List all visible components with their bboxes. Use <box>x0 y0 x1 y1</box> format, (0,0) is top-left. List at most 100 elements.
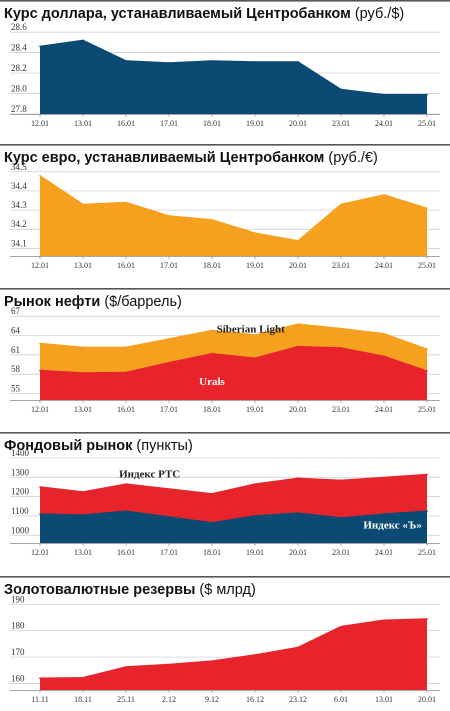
y-tick-label: 34.2 <box>11 219 27 229</box>
x-tick-label: 16.12 <box>246 695 264 704</box>
data-point <box>297 512 299 514</box>
y-tick-label: 190 <box>11 594 25 604</box>
data-point <box>254 232 256 234</box>
y-tick-label: 28.6 <box>11 22 27 32</box>
y-tick-label: 67 <box>11 306 21 316</box>
chart-panel-3: Рынок нефти ($/баррель) 55 58 61 64 67 12.01 13… <box>0 288 450 414</box>
series-area-1 <box>40 175 427 256</box>
x-tick-label: 20.01 <box>289 261 307 270</box>
x-tick-label: 23.01 <box>332 405 350 414</box>
chart-title-unit: (пункты) <box>132 438 192 454</box>
series-label: Индекс РТС <box>119 468 180 480</box>
series-area-1 <box>40 618 427 690</box>
y-tick-label: 180 <box>11 621 25 631</box>
data-point <box>383 619 385 621</box>
series-label: Индекс «Ъ» <box>363 520 421 532</box>
data-point <box>426 207 428 209</box>
y-tick-label: 170 <box>11 647 25 657</box>
data-point <box>340 625 342 628</box>
data-point <box>426 93 428 96</box>
y-tick-label: 34.1 <box>11 238 27 248</box>
x-tick-label: 25.01 <box>418 548 436 557</box>
y-tick-label: 1400 <box>11 448 30 458</box>
series-label: Urals <box>199 376 225 388</box>
data-point <box>82 372 84 374</box>
chart-title-main: Рынок нефти <box>4 294 100 310</box>
x-tick-label: 20.01 <box>289 119 307 128</box>
series-line-1 <box>39 473 428 495</box>
data-point <box>383 513 385 515</box>
data-point <box>168 361 170 364</box>
data-point <box>168 663 170 666</box>
data-point <box>383 194 385 196</box>
chart-title-main: Золотовалютные резервы <box>4 582 195 598</box>
data-point <box>297 477 299 480</box>
data-point <box>340 479 342 482</box>
data-point <box>168 215 170 217</box>
data-point <box>340 203 342 206</box>
y-tick-label: 1000 <box>11 525 30 535</box>
x-tick-label: 19.01 <box>246 119 264 128</box>
x-tick-label: 9.12 <box>205 695 219 704</box>
x-tick-label: 20.01 <box>418 695 436 704</box>
data-point <box>297 345 299 348</box>
data-point <box>168 516 170 518</box>
data-point <box>340 517 342 519</box>
data-point <box>125 483 127 485</box>
x-tick-label: 19.01 <box>246 548 264 557</box>
x-tick-label: 18.01 <box>203 261 221 270</box>
series-line-1 <box>39 39 427 96</box>
x-tick-label: 13.01 <box>74 405 92 414</box>
x-tick-label: 13.01 <box>74 548 92 557</box>
series-line-1 <box>39 175 428 242</box>
data-point <box>211 329 213 332</box>
data-point <box>125 666 127 668</box>
panel-divider <box>0 144 450 146</box>
x-tick-label: 23.12 <box>289 695 307 704</box>
y-tick-label: 160 <box>11 673 25 683</box>
series-line-2 <box>39 345 428 374</box>
chart-title-unit: (руб./$) <box>351 6 404 22</box>
x-tick-label: 23.01 <box>332 548 350 557</box>
chart-title-main: Курс доллара, устанавливаемый Центробанк… <box>4 6 351 22</box>
y-tick-label: 1300 <box>11 467 30 477</box>
x-tick-label: 20.01 <box>289 548 307 557</box>
data-point <box>82 676 84 679</box>
y-tick-label: 64 <box>11 326 21 336</box>
data-point <box>383 332 385 335</box>
chart-panel-1: Курс доллара, устанавливаемый Центробанк… <box>0 0 450 128</box>
series-line-1 <box>39 618 428 679</box>
data-point <box>211 521 213 524</box>
chart-panel-5: Золотовалютные резервы ($ млрд) 160 170 180… <box>0 576 450 704</box>
chart-title-main: Курс евро, устанавливаемый Центробанком <box>4 150 324 166</box>
data-point <box>254 654 256 656</box>
x-tick-label: 12.01 <box>31 405 49 414</box>
x-tick-label: 24.01 <box>375 405 393 414</box>
chart-title: Фондовый рынок (пункты) <box>4 438 193 454</box>
x-tick-label: 18.01 <box>203 119 221 128</box>
series-line-2 <box>39 510 428 524</box>
x-tick-label: 25.01 <box>418 405 436 414</box>
x-tick-label: 13.01 <box>74 119 92 128</box>
chart-panel-2: Курс евро, устанавливаемый Центробанком … <box>0 144 450 270</box>
data-point <box>297 239 299 242</box>
panel-divider <box>0 0 450 2</box>
data-point <box>340 347 342 349</box>
data-point <box>125 371 127 374</box>
chart-title-unit: ($ млрд) <box>195 582 255 598</box>
data-point <box>39 486 41 488</box>
y-tick-label: 34.3 <box>11 200 27 210</box>
data-point <box>39 342 41 345</box>
chart-title-main: Фондовый рынок <box>4 438 133 454</box>
data-point <box>297 323 299 325</box>
x-tick-label: 18.01 <box>203 548 221 557</box>
data-point <box>125 201 127 204</box>
data-point <box>39 513 41 515</box>
x-tick-label: 11.11 <box>31 695 48 704</box>
data-point <box>426 370 428 372</box>
data-point <box>254 515 256 517</box>
y-tick-label: 28.0 <box>11 84 27 94</box>
x-tick-label: 17.01 <box>160 119 178 128</box>
y-tick-label: 61 <box>11 345 20 355</box>
chart-title-unit: ($/баррель) <box>100 294 182 310</box>
